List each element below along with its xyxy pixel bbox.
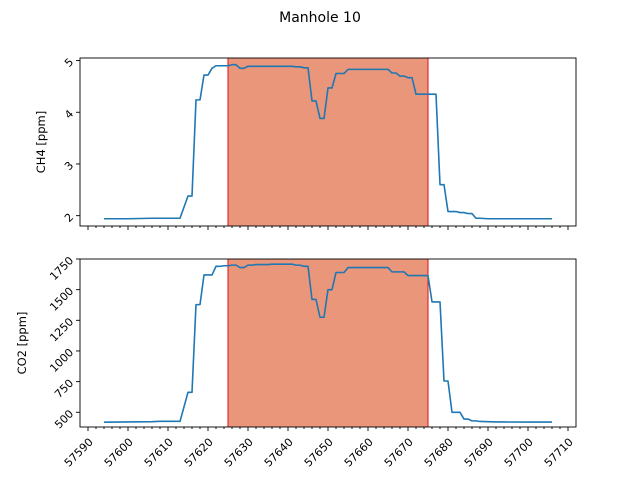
co2-series-line <box>103 263 552 424</box>
figure-title: Manhole 10 <box>279 10 361 26</box>
ch4-ylabel: CH4 [ppm] <box>34 111 48 173</box>
co2-ylabel: CO2 [ppm] <box>15 312 29 375</box>
co2-highlight-span <box>228 259 428 427</box>
ch4-highlight-span <box>228 58 428 226</box>
ch4-series-line <box>104 63 552 220</box>
